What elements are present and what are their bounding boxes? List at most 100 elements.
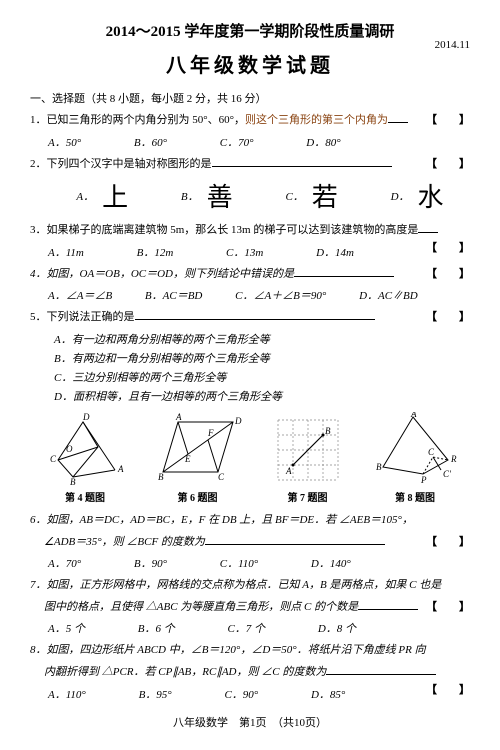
caption-8: 第 8 题图 (373, 489, 458, 504)
q7-a: A．5 个 (48, 620, 85, 636)
svg-text:C: C (218, 472, 225, 482)
q1-brown: 则这个三角形的第三个内角为 (245, 114, 388, 126)
figure-6: A D B C E F 第 6 题图 (153, 412, 243, 504)
svg-text:R: R (450, 454, 457, 464)
q8-c: C．90° (224, 686, 258, 702)
question-3: 3．如果梯子的底端离建筑物 5m，那么长 13m 的梯子可以达到该建筑物的高度是… (30, 222, 470, 240)
question-6: 6．如图，AB＝DC，AD＝BC，E，F 在 DB 上，且 BF＝DE．若 ∠A… (30, 512, 470, 530)
exam-subtitle: 八年级数学试题 (166, 49, 334, 78)
q7-d: D．8 个 (318, 620, 356, 636)
q8-b: B．95° (139, 686, 172, 702)
svg-text:B: B (376, 462, 382, 472)
q6-c: C．110° (220, 555, 258, 571)
svg-text:A: A (410, 412, 417, 419)
q6-options: A．70° B．90° C．110° D．140° (30, 555, 470, 571)
figure-8: A B P R C C' 第 8 题图 (373, 412, 458, 504)
q5-d: D．面积相等，且有一边相等的两个三角形全等 (30, 388, 470, 404)
caption-7: 第 7 题图 (268, 489, 348, 504)
q3-bracket: 【 】 (426, 240, 470, 258)
q4-d: D．AC∥BD (359, 287, 418, 303)
q5-a: A．有一边和两角分别相等的两个三角形全等 (30, 331, 470, 347)
q1-b: B．60° (134, 134, 167, 150)
q2-ld: D． (391, 188, 410, 204)
q3-text: 3．如果梯子的底端离建筑物 5m，那么长 13m 的梯子可以达到该建筑物的高度是 (30, 224, 418, 236)
subtitle-row: 2014.11 八年级数学试题 (30, 49, 470, 78)
q8-line1: 8．如图，四边形纸片 ABCD 中，∠B＝120°，∠D＝50°．将纸片沿下角虚… (30, 644, 426, 656)
svg-text:D: D (82, 412, 90, 422)
question-7b: 图中的格点，且使得 △ABC 为等腰直角三角形，则点 C 的个数是 【 】 (30, 599, 470, 617)
q4-a: A．∠A＝∠B (48, 287, 112, 303)
question-1: 1．已知三角形的两个内角分别为 50°、60°，则这个三角形的第三个内角为 【 … (30, 112, 470, 130)
q1-a: A．50° (48, 134, 81, 150)
q2-options: A．上 B．善 C．若 D．水 (50, 177, 470, 214)
question-7: 7．如图，正方形网格中，网格线的交点称为格点．已知 A，B 是两格点，如果 C … (30, 577, 470, 595)
q4-bracket: 【 】 (426, 266, 470, 284)
q5-b: B．有两边和一角分别相等的两个三角形全等 (30, 350, 470, 366)
q6-line2: ∠ADB＝35°，则 ∠BCF 的度数为 (44, 536, 205, 548)
q3-b: B．12m (137, 244, 174, 260)
svg-text:D: D (234, 416, 242, 426)
q5-bracket: 【 】 (426, 309, 470, 327)
q5-c: C．三边分别相等的两个三角形全等 (30, 369, 470, 385)
svg-text:B: B (158, 472, 164, 482)
q3-c: C．13m (226, 244, 263, 260)
figures-row: D A B C O 第 4 题图 A D B C E F 第 6 题图 (30, 412, 470, 504)
q6-d: D．140° (311, 555, 351, 571)
q4-options: A．∠A＝∠B B．AC＝BD C．∠A＋∠B＝90° D．AC∥BD (30, 287, 470, 303)
q7-b: B．6 个 (138, 620, 175, 636)
caption-6: 第 6 题图 (153, 489, 243, 504)
q3-d: D．14m (316, 244, 354, 260)
q4-c: C．∠A＋∠B＝90° (235, 287, 326, 303)
question-4: 4．如图，OA＝OB，OC＝OD，则下列结论中错误的是 【 】 (30, 266, 470, 284)
q2-hb: 善 (207, 177, 233, 214)
q8-d: D．85° (311, 686, 345, 702)
page-footer: 八年级数学 第1页 （共10页） (30, 714, 470, 730)
q1-c: C．70° (220, 134, 254, 150)
svg-text:C: C (428, 447, 435, 457)
q7-options: A．5 个 B．6 个 C．7 个 D．8 个 (30, 620, 470, 636)
figure-4: D A B C O 第 4 题图 (43, 412, 128, 504)
figure-7: A B 第 7 题图 (268, 412, 348, 504)
svg-text:B: B (70, 477, 76, 487)
q2-hc: 若 (312, 177, 338, 214)
svg-text:E: E (184, 454, 191, 464)
q2-bracket: 【 】 (426, 156, 470, 174)
q6-line1: 6．如图，AB＝DC，AD＝BC，E，F 在 DB 上，且 BF＝DE．若 ∠A… (30, 514, 413, 526)
q6-bracket: 【 】 (426, 534, 470, 552)
svg-text:A: A (117, 464, 124, 474)
q2-hd: 水 (418, 177, 444, 214)
svg-text:O: O (66, 444, 73, 454)
q1-bracket: 【 】 (426, 112, 470, 130)
section-title: 一、选择题（共 8 小题，每小题 2 分，共 16 分） (30, 90, 470, 106)
question-6b: ∠ADB＝35°，则 ∠BCF 的度数为 【 】 (30, 534, 470, 552)
exam-date: 2014.11 (435, 39, 470, 51)
q5-text: 5．下列说法正确的是 (30, 311, 135, 323)
q2-lc: C． (285, 188, 303, 204)
q7-line1: 7．如图，正方形网格中，网格线的交点称为格点．已知 A，B 是两格点，如果 C … (30, 579, 441, 591)
question-8: 8．如图，四边形纸片 ABCD 中，∠B＝120°，∠D＝50°．将纸片沿下角虚… (30, 642, 470, 660)
q2-lb: B． (181, 188, 199, 204)
q4-b: B．AC＝BD (145, 287, 202, 303)
question-2: 2．下列四个汉字中是轴对称图形的是 【 】 (30, 156, 470, 174)
q1-options: A．50° B．60° C．70° D．80° (30, 134, 470, 150)
q3-a: A．11m (48, 244, 84, 260)
q8-line2: 内翻折得到 △PCR．若 CP∥AB，RC∥AD，则 ∠C 的度数为 (44, 666, 326, 678)
svg-text:A: A (175, 412, 182, 422)
svg-text:F: F (207, 428, 214, 438)
svg-text:B: B (325, 426, 331, 436)
q6-a: A．70° (48, 555, 81, 571)
svg-text:C: C (50, 454, 57, 464)
q2-text: 2．下列四个汉字中是轴对称图形的是 (30, 158, 212, 170)
q3-options: A．11m B．12m C．13m D．14m (30, 244, 470, 260)
svg-text:P: P (420, 475, 427, 485)
page-title: 2014～2015 学年度第一学期阶段性质量调研 (30, 20, 470, 41)
q7-c: C．7 个 (227, 620, 265, 636)
q8-a: A．110° (48, 686, 86, 702)
q8-bracket: 【 】 (426, 682, 470, 700)
svg-text:C': C' (443, 469, 452, 479)
q2-la: A． (76, 188, 94, 204)
q1-text: 1．已知三角形的两个内角分别为 50°、60°， (30, 114, 245, 126)
q7-line2: 图中的格点，且使得 △ABC 为等腰直角三角形，则点 C 的个数是 (44, 601, 358, 613)
q6-b: B．90° (134, 555, 167, 571)
q7-bracket: 【 】 (426, 599, 470, 617)
